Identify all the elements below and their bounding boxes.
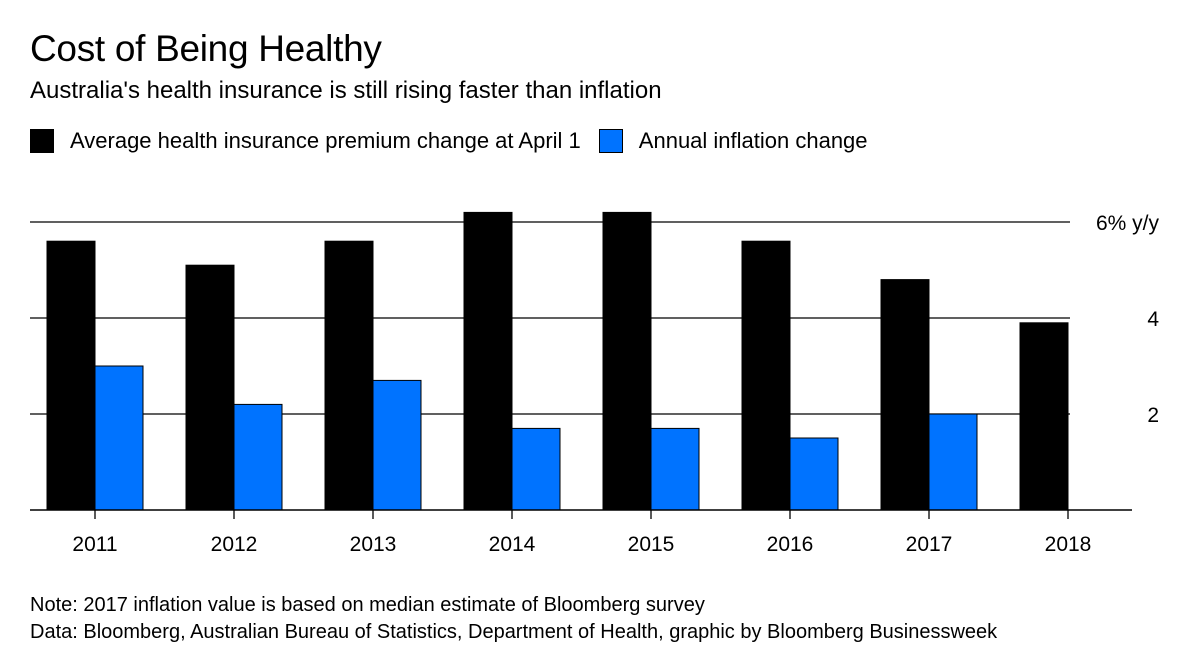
x-tick-label-2011: 2011 bbox=[72, 533, 117, 556]
x-tick-label-2013: 2013 bbox=[350, 533, 397, 556]
chart-subtitle: Australia's health insurance is still ri… bbox=[30, 77, 662, 104]
bar-inflation-2016 bbox=[789, 437, 839, 511]
bars bbox=[46, 211, 1069, 511]
bar-premium-2017 bbox=[880, 279, 930, 511]
bar-inflation-2015 bbox=[650, 427, 700, 511]
x-tick-label-2015: 2015 bbox=[628, 533, 675, 556]
footnote: Note: 2017 inflation value is based on m… bbox=[30, 594, 705, 616]
y-tick-label-2: 2 bbox=[1147, 404, 1159, 427]
legend-swatch-premium bbox=[30, 129, 54, 153]
x-tick-label-2018: 2018 bbox=[1045, 533, 1092, 556]
bar-premium-2016 bbox=[741, 240, 791, 511]
bar-inflation-2013 bbox=[372, 379, 422, 511]
footer-notes: Note: 2017 inflation value is based on m… bbox=[30, 592, 997, 646]
x-tick-label-2014: 2014 bbox=[489, 533, 536, 556]
bar-premium-2015 bbox=[602, 211, 652, 511]
x-tick-label-2012: 2012 bbox=[211, 533, 258, 556]
bar-inflation-2017 bbox=[928, 413, 978, 511]
y-tick-label-4: 4 bbox=[1147, 308, 1159, 331]
legend-item-premium: Average health insurance premium change … bbox=[30, 128, 581, 154]
legend: Average health insurance premium change … bbox=[30, 128, 886, 154]
bar-premium-2018 bbox=[1019, 322, 1069, 511]
bar-inflation-2014 bbox=[511, 427, 561, 511]
x-tick-label-2017: 2017 bbox=[906, 533, 953, 556]
legend-item-inflation: Annual inflation change bbox=[598, 128, 868, 154]
legend-label-inflation: Annual inflation change bbox=[638, 128, 868, 153]
axes: 2 4 6% y/y 2011 2012 2013 2014 2015 2016 2017 2018 bbox=[30, 212, 1159, 556]
x-tick-label-2016: 2016 bbox=[767, 533, 814, 556]
y-tick-label-6: 6% y/y bbox=[1096, 212, 1160, 235]
bar-inflation-2012 bbox=[233, 403, 283, 511]
source-line: Data: Bloomberg, Australian Bureau of St… bbox=[30, 621, 998, 643]
bar-premium-2012 bbox=[185, 264, 235, 511]
bar-inflation-2011 bbox=[94, 365, 144, 511]
bar-premium-2013 bbox=[324, 240, 374, 511]
legend-swatch-inflation bbox=[598, 129, 623, 153]
bar-premium-2014 bbox=[463, 211, 513, 511]
chart-title: Cost of Being Healthy bbox=[30, 28, 382, 69]
bar-premium-2011 bbox=[46, 240, 96, 511]
legend-label-premium: Average health insurance premium change … bbox=[70, 128, 581, 153]
